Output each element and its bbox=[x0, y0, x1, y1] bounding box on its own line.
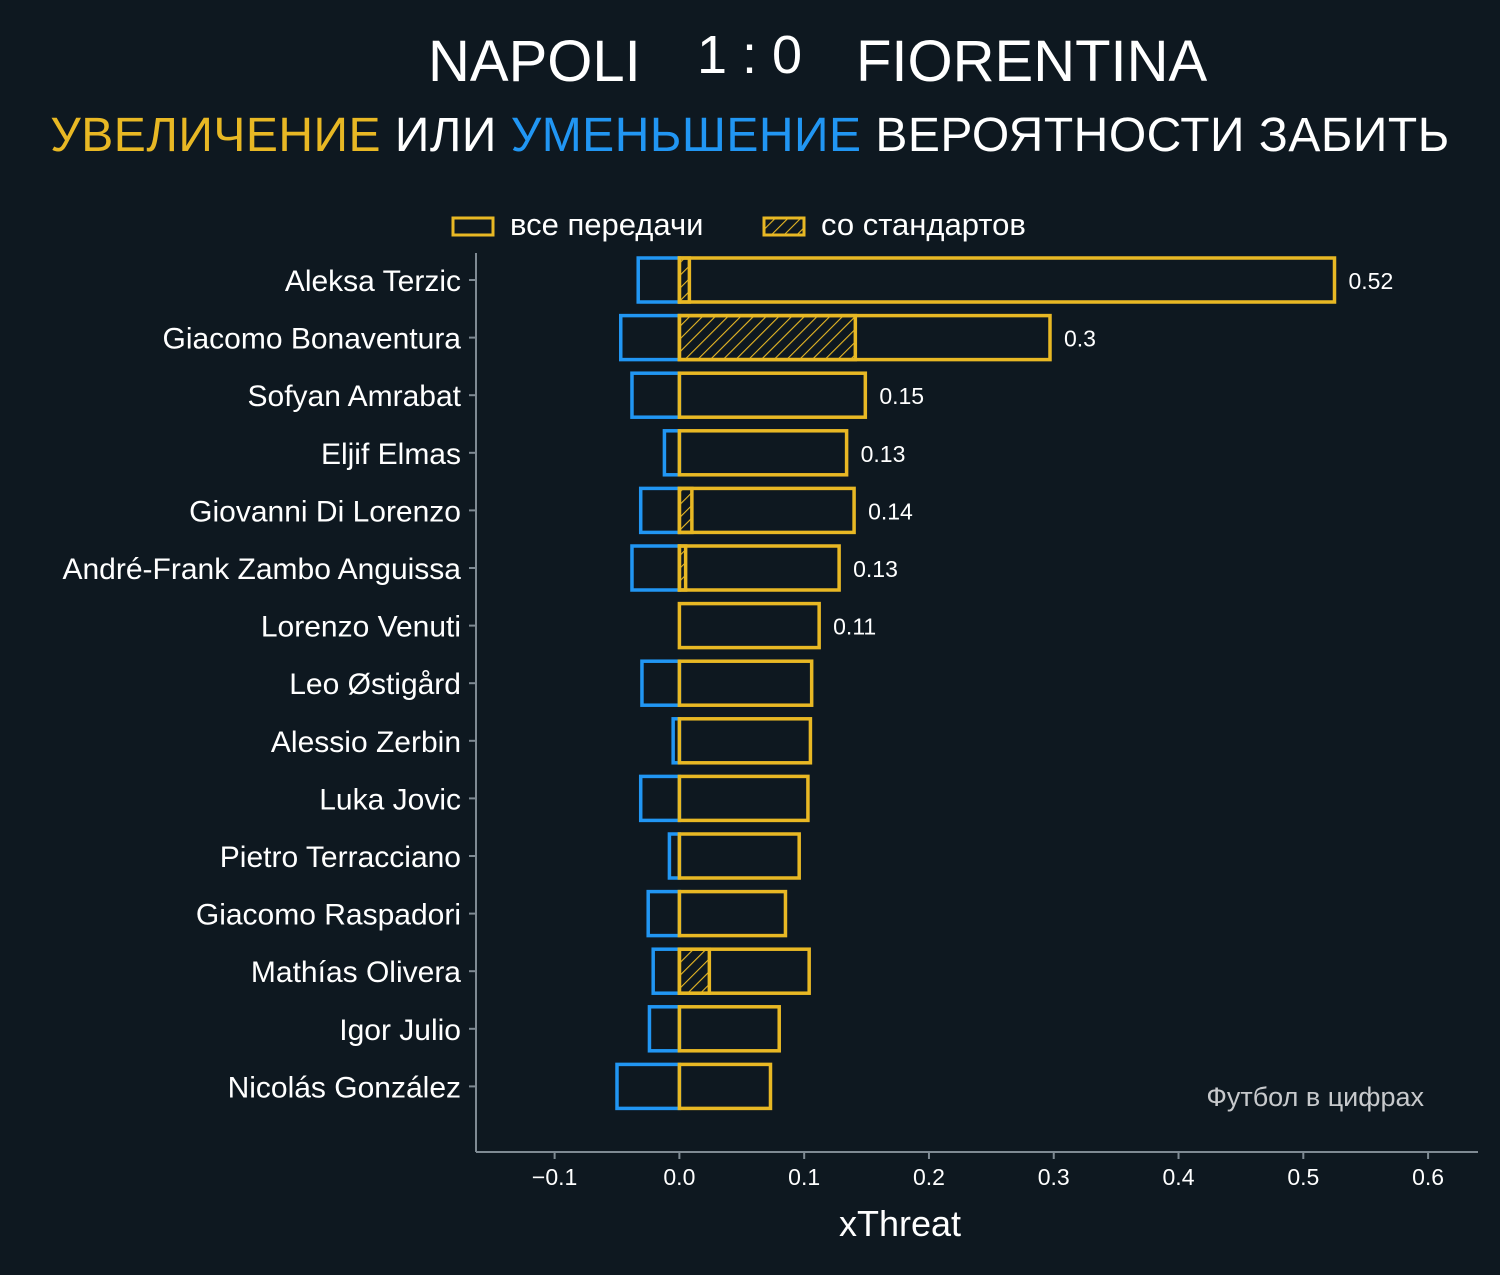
bar-value-label: 0.15 bbox=[879, 383, 924, 409]
player-name-label: Eljif Elmas bbox=[321, 438, 461, 471]
match-score: 1 : 0 bbox=[697, 25, 803, 85]
legend-label-set-pieces: со стандартов bbox=[821, 207, 1026, 242]
x-tick-label: 0.2 bbox=[913, 1164, 945, 1190]
legend-label-all-passes: все передачи bbox=[510, 207, 703, 242]
legend-swatch-set-pieces bbox=[762, 216, 806, 237]
bar-all-passes bbox=[677, 256, 1337, 304]
player-name-label: André-Frank Zambo Anguissa bbox=[62, 553, 461, 586]
bar-all-passes bbox=[677, 717, 813, 765]
bar-value-label: 0.11 bbox=[833, 614, 876, 640]
bar-negative bbox=[615, 1062, 682, 1111]
player-name-label: Alessio Zerbin bbox=[271, 726, 461, 759]
x-tick-label: 0.5 bbox=[1287, 1164, 1319, 1190]
bar-all-passes bbox=[677, 774, 810, 823]
subtitle-or: ИЛИ bbox=[394, 109, 497, 162]
player-name-label: Giacomo Bonaventura bbox=[162, 323, 461, 356]
x-axis-title: xThreat bbox=[839, 1203, 961, 1244]
bar-negative bbox=[618, 313, 682, 362]
player-name-label: Giovanni Di Lorenzo bbox=[189, 495, 461, 528]
bar-all-passes bbox=[677, 889, 788, 938]
player-name-label: Lorenzo Venuti bbox=[261, 611, 461, 644]
credit-watermark: Футбол в цифрах bbox=[1206, 1082, 1424, 1112]
player-labels: Aleksa Terzic Giacomo Bonaventura Sofyan A… bbox=[62, 265, 476, 1104]
away-team-name: FIORENTINA bbox=[856, 29, 1208, 94]
bar-all-passes bbox=[677, 486, 856, 535]
bar-all-passes bbox=[677, 1005, 781, 1053]
bar-all-passes bbox=[677, 429, 849, 477]
bar-negative bbox=[651, 947, 682, 995]
player-name-label: Pietro Terracciano bbox=[220, 841, 461, 874]
bar-set-pieces bbox=[677, 313, 858, 362]
chart-legend: все передачи со стандартов bbox=[451, 207, 1026, 242]
player-name-label: Luka Jovic bbox=[319, 783, 461, 816]
x-tick-label: 0.6 bbox=[1412, 1164, 1444, 1190]
match-title: NAPOLI 1 : 0 FIORENTINA bbox=[0, 25, 1500, 98]
bar-all-passes bbox=[677, 659, 814, 707]
player-name-label: Igor Julio bbox=[339, 1014, 461, 1047]
bars-layer: 0.52 0.3 0.15 0.13 0.14 0.13 0.11 bbox=[615, 256, 1394, 1111]
bar-negative bbox=[638, 486, 682, 535]
bar-negative bbox=[638, 774, 682, 823]
bar-value-label: 0.3 bbox=[1064, 326, 1096, 352]
bar-negative bbox=[662, 429, 682, 477]
x-tick-label: 0.4 bbox=[1163, 1164, 1195, 1190]
bar-all-passes bbox=[677, 601, 821, 650]
bar-all-passes bbox=[677, 544, 841, 592]
player-name-label: Aleksa Terzic bbox=[285, 265, 461, 298]
subtitle-decrease: УМЕНЬШЕНИЕ bbox=[510, 109, 862, 162]
bar-negative bbox=[646, 889, 682, 938]
bar-set-pieces bbox=[677, 486, 694, 535]
x-tick-label: 0.1 bbox=[788, 1164, 820, 1190]
bar-negative bbox=[636, 256, 682, 304]
bar-set-pieces bbox=[677, 947, 712, 995]
bar-all-passes bbox=[677, 371, 868, 419]
x-axis-ticks: −0.1 0.0 0.1 0.2 0.3 0.4 0.5 0.6 bbox=[532, 1152, 1444, 1190]
bar-value-label: 0.52 bbox=[1349, 268, 1394, 294]
legend-swatch-all-passes bbox=[451, 216, 495, 237]
player-name-label: Sofyan Amrabat bbox=[248, 380, 462, 413]
subtitle-increase: УВЕЛИЧЕНИЕ bbox=[50, 109, 382, 162]
bar-all-passes bbox=[677, 313, 1052, 362]
bar-negative bbox=[647, 1005, 682, 1053]
bar-negative bbox=[640, 659, 682, 707]
player-name-label: Giacomo Raspadori bbox=[196, 899, 461, 932]
bar-all-passes bbox=[677, 1062, 773, 1111]
chart-subtitle: УВЕЛИЧЕНИЕ ИЛИ УМЕНЬШЕНИЕ ВЕРОЯТНОСТИ ЗА… bbox=[0, 108, 1500, 163]
player-name-label: Leo Østigård bbox=[289, 668, 461, 701]
player-name-label: Nicolás González bbox=[228, 1071, 461, 1104]
x-tick-label: −0.1 bbox=[532, 1164, 577, 1190]
bar-value-label: 0.14 bbox=[868, 498, 913, 524]
x-tick-label: 0.0 bbox=[663, 1164, 695, 1190]
bar-negative bbox=[630, 371, 682, 419]
home-team-name: NAPOLI bbox=[428, 29, 641, 94]
bar-negative bbox=[630, 544, 682, 592]
bar-all-passes bbox=[677, 947, 811, 995]
x-tick-label: 0.3 bbox=[1038, 1164, 1070, 1190]
bar-value-label: 0.13 bbox=[853, 556, 898, 582]
player-name-label: Mathías Olivera bbox=[251, 956, 461, 989]
subtitle-rest: ВЕРОЯТНОСТИ ЗАБИТЬ bbox=[875, 109, 1450, 162]
bar-all-passes bbox=[677, 832, 801, 880]
bar-value-label: 0.13 bbox=[861, 441, 906, 467]
